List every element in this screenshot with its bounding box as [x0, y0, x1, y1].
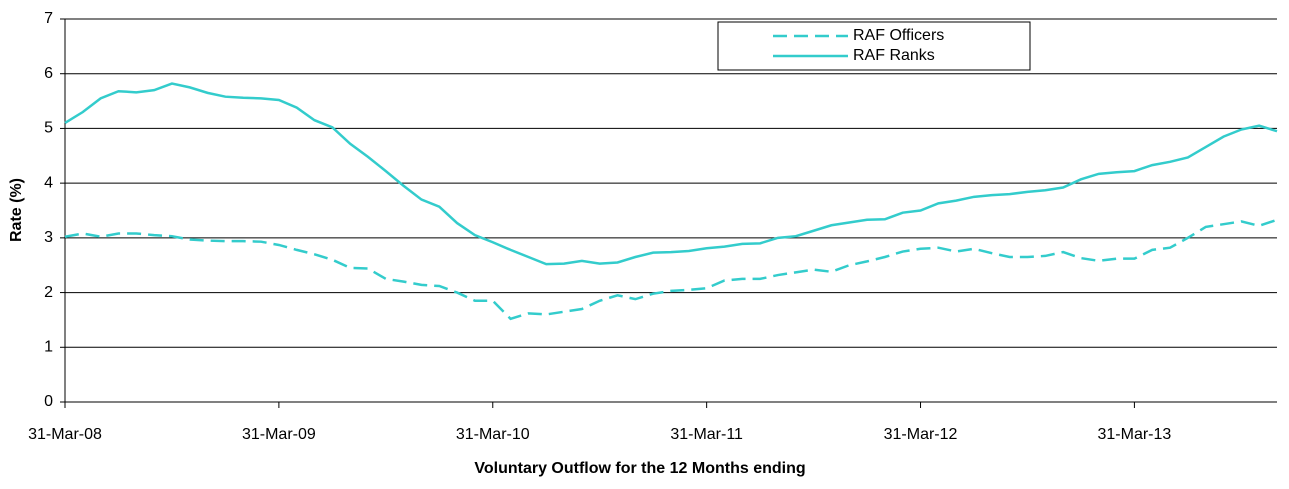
x-tick-label: 31-Mar-11	[670, 426, 743, 443]
x-tick-label: 31-Mar-09	[242, 426, 316, 443]
x-tick-label: 31-Mar-12	[884, 426, 958, 443]
series-line	[64, 218, 1278, 321]
y-tick-label: 6	[44, 65, 53, 82]
x-axis-label: Voluntary Outflow for the 12 Months endi…	[474, 460, 805, 477]
y-tick-label: 4	[44, 174, 53, 191]
legend-label: RAF Officers	[853, 27, 944, 44]
x-tick-label: 31-Mar-08	[28, 426, 102, 443]
x-tick-label: 31-Mar-13	[1098, 426, 1172, 443]
y-tick-label: 3	[44, 229, 53, 246]
y-axis-label: Rate (%)	[8, 178, 25, 242]
x-tick-label: 31-Mar-10	[456, 426, 530, 443]
y-tick-label: 2	[44, 284, 53, 301]
legend-label: RAF Ranks	[853, 47, 935, 64]
y-tick-label: 1	[44, 339, 53, 356]
y-tick-label: 0	[44, 393, 53, 410]
y-tick-label: 5	[44, 120, 53, 137]
legend-box	[717, 21, 1031, 71]
y-tick-label: 7	[44, 10, 53, 27]
series-line	[64, 82, 1278, 266]
